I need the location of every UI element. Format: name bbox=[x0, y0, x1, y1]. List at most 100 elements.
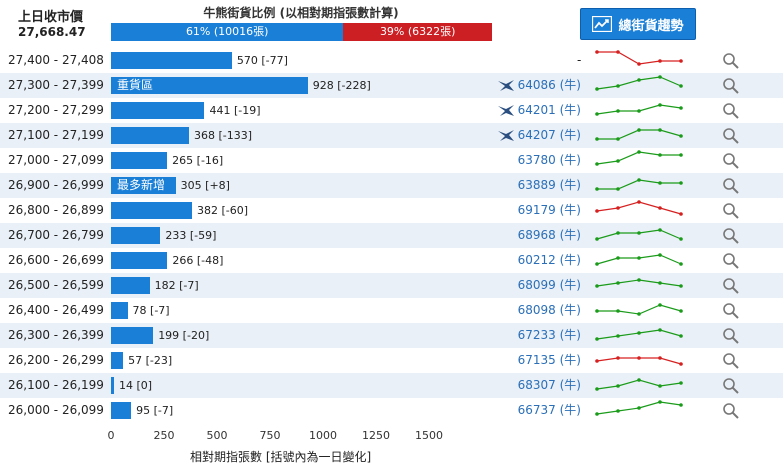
warrant-code-link[interactable]: 64201 (牛) bbox=[517, 103, 581, 117]
contracts-bar bbox=[111, 352, 124, 369]
total-trend-label: 總街貨趨勢 bbox=[618, 18, 684, 34]
strike-range: 27,400 - 27,408 bbox=[8, 53, 104, 67]
contracts-bar bbox=[111, 227, 161, 244]
trend-sparkline bbox=[595, 328, 683, 341]
trend-sparkline bbox=[595, 303, 683, 316]
table-row: 26,800 - 26,899 382 [-60] 69179 (牛) bbox=[0, 198, 783, 223]
contracts-value-label: 14 [0] bbox=[118, 379, 153, 392]
table-row: 27,000 - 27,099 265 [-16] 63780 (牛) bbox=[0, 148, 783, 173]
bar-tag: 重貨區 bbox=[117, 78, 154, 92]
search-icon[interactable] bbox=[722, 177, 740, 198]
search-icon[interactable] bbox=[722, 377, 740, 398]
table-row: 26,400 - 26,499 78 [-7] 68098 (牛) bbox=[0, 298, 783, 323]
strike-range: 26,500 - 26,599 bbox=[8, 278, 104, 292]
bear-ratio-segment: 39% (6322張) bbox=[343, 23, 492, 41]
search-icon[interactable] bbox=[722, 402, 740, 423]
contracts-bar bbox=[111, 152, 168, 169]
contracts-value-label: 382 [-60] bbox=[196, 204, 249, 217]
trend-sparkline bbox=[595, 150, 683, 166]
strike-range: 27,000 - 27,099 bbox=[8, 153, 104, 167]
warrant-code-link[interactable]: 68098 (牛) bbox=[517, 303, 581, 317]
search-icon[interactable] bbox=[722, 327, 740, 348]
strike-range: 26,100 - 26,199 bbox=[8, 378, 104, 392]
contracts-value-label: 570 [-77] bbox=[236, 54, 288, 67]
table-row: 26,900 - 26,999 最多新增 305 [+8] 63889 (牛) bbox=[0, 173, 783, 198]
warrant-code-link[interactable]: 64207 (牛) bbox=[517, 128, 581, 142]
warrant-code-link[interactable]: 64086 (牛) bbox=[517, 78, 581, 92]
contracts-bar bbox=[111, 77, 308, 94]
search-icon[interactable] bbox=[722, 77, 740, 98]
table-row: 26,700 - 26,799 233 [-59] 68968 (牛) bbox=[0, 223, 783, 248]
strike-range: 27,100 - 27,199 bbox=[8, 128, 104, 142]
warrant-empty: - bbox=[577, 53, 582, 67]
strike-range: 26,400 - 26,499 bbox=[8, 303, 104, 317]
x-tick-label: 0 bbox=[107, 429, 115, 442]
table-row: 26,100 - 26,199 14 [0] 68307 (牛) bbox=[0, 373, 783, 398]
x-axis: 0 250 500 750 1000 1250 1500 相對期指張數 [括號內為一日變化] bbox=[0, 424, 783, 465]
contracts-bar bbox=[111, 377, 114, 394]
table-row: 26,500 - 26,599 182 [-7] 68099 (牛) bbox=[0, 273, 783, 298]
x-axis-title: 相對期指張數 [括號內為一日變化] bbox=[190, 450, 372, 464]
contracts-bar bbox=[111, 252, 168, 269]
table-row: 27,400 - 27,408 570 [-77] - bbox=[0, 48, 783, 73]
contracts-value-label: 265 [-16] bbox=[172, 154, 224, 167]
warrant-code-link[interactable]: 63780 (牛) bbox=[517, 153, 581, 167]
trend-sparkline bbox=[595, 178, 683, 191]
contracts-value-label: 182 [-7] bbox=[154, 279, 199, 292]
search-icon[interactable] bbox=[722, 352, 740, 373]
search-icon[interactable] bbox=[722, 277, 740, 298]
search-icon[interactable] bbox=[722, 252, 740, 273]
search-icon[interactable] bbox=[722, 227, 740, 248]
warrant-code-link[interactable]: 63889 (牛) bbox=[517, 178, 581, 192]
contracts-bar bbox=[111, 102, 205, 119]
warrant-code-link[interactable]: 68099 (牛) bbox=[517, 278, 581, 292]
total-trend-button[interactable]: 總街貨趨勢 bbox=[580, 8, 696, 40]
search-icon[interactable] bbox=[722, 52, 740, 73]
warrant-code-link[interactable]: 68968 (牛) bbox=[517, 228, 581, 242]
contracts-value-label: 441 [-19] bbox=[209, 104, 261, 117]
strike-range: 26,600 - 26,699 bbox=[8, 253, 104, 267]
contracts-value-label: 368 [-133] bbox=[194, 129, 253, 142]
trend-sparkline bbox=[595, 400, 683, 416]
strike-range: 26,800 - 26,899 bbox=[8, 203, 104, 217]
warrant-code-link[interactable]: 60212 (牛) bbox=[517, 253, 581, 267]
search-icon[interactable] bbox=[722, 152, 740, 173]
contracts-value-label: 928 [-228] bbox=[312, 79, 371, 92]
trend-sparkline bbox=[595, 103, 683, 116]
warrant-code-link[interactable]: 67135 (牛) bbox=[517, 353, 581, 367]
x-tick-label: 1000 bbox=[309, 429, 337, 442]
search-icon[interactable] bbox=[722, 127, 740, 148]
contracts-value-label: 199 [-20] bbox=[158, 329, 210, 342]
search-icon[interactable] bbox=[722, 202, 740, 223]
contracts-bar bbox=[111, 277, 150, 294]
contracts-bar bbox=[111, 177, 176, 194]
contracts-value-label: 57 [-23] bbox=[128, 354, 173, 367]
x-tick-label: 1250 bbox=[362, 429, 390, 442]
trend-sparkline bbox=[595, 75, 683, 91]
bar-tag: 最多新增 bbox=[117, 178, 166, 192]
distribution-table: 27,400 - 27,408 570 [-77] - 27,300 - 27,399… bbox=[0, 48, 783, 423]
x-tick-label: 500 bbox=[206, 429, 228, 442]
bull-icon bbox=[497, 104, 515, 121]
x-tick-label: 750 bbox=[259, 429, 281, 442]
warrant-code-link[interactable]: 67233 (牛) bbox=[517, 328, 581, 342]
trend-sparkline bbox=[595, 378, 683, 391]
search-icon[interactable] bbox=[722, 102, 740, 123]
contracts-value-label: 78 [-7] bbox=[132, 304, 170, 317]
x-tick-label: 250 bbox=[153, 429, 175, 442]
warrant-code-link[interactable]: 68307 (牛) bbox=[517, 378, 581, 392]
warrant-code-link[interactable]: 69179 (牛) bbox=[517, 203, 581, 217]
bull-icon bbox=[497, 79, 515, 96]
contracts-value-label: 266 [-48] bbox=[172, 254, 224, 267]
header: 上日收市價 27,668.47 牛熊街貨比例 (以相對期指張數計算) 61% (… bbox=[0, 0, 783, 48]
table-row: 26,200 - 26,299 57 [-23] 67135 (牛) bbox=[0, 348, 783, 373]
strike-range: 27,200 - 27,299 bbox=[8, 103, 104, 117]
strike-range: 27,300 - 27,399 bbox=[8, 78, 104, 92]
warrant-code-link[interactable]: 66737 (牛) bbox=[517, 403, 581, 417]
search-icon[interactable] bbox=[722, 302, 740, 323]
bull-bear-ratio-bar: 61% (10016張) 39% (6322張) bbox=[111, 23, 492, 41]
contracts-bar bbox=[111, 52, 232, 69]
bull-ratio-segment: 61% (10016張) bbox=[111, 23, 344, 41]
table-row: 26,000 - 26,099 95 [-7] 66737 (牛) bbox=[0, 398, 783, 423]
table-row: 27,200 - 27,299 441 [-19] 64201 (牛) bbox=[0, 98, 783, 123]
